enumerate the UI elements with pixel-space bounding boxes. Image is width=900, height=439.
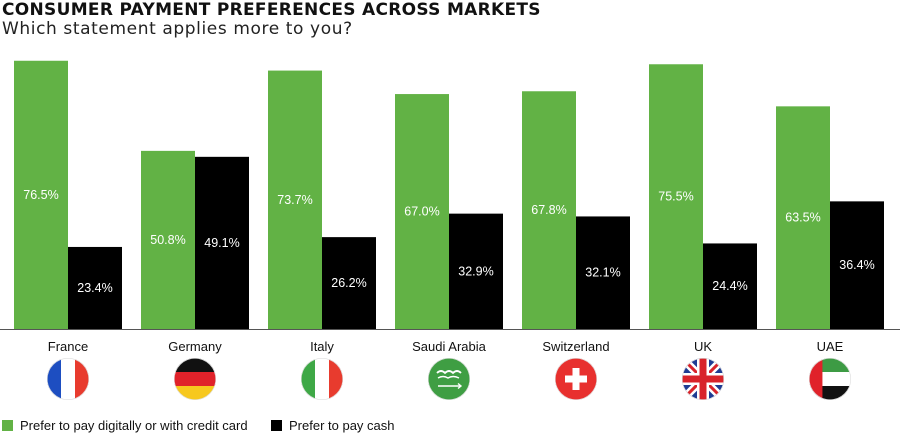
germany-flag-icon	[174, 357, 217, 400]
category-label-saudi-arabia: Saudi Arabia	[412, 339, 486, 354]
bar-digital-germany	[141, 150, 195, 329]
data-label-cash-saudi-arabia: 32.9%	[458, 264, 493, 278]
bar-cash-uae	[830, 201, 884, 329]
bar-digital-uae	[776, 106, 830, 329]
data-label-digital-uae: 63.5%	[785, 211, 820, 225]
saudi-arabia-flag-icon	[427, 357, 470, 400]
uk-flag-icon	[681, 357, 724, 400]
bar-digital-france	[14, 60, 68, 330]
category-label-italy: Italy	[310, 339, 334, 354]
france-flag-icon	[46, 357, 90, 400]
category-label-switzerland: Switzerland	[542, 339, 609, 354]
category-label-france: France	[48, 339, 88, 354]
bar-cash-uk	[703, 243, 757, 329]
data-label-cash-uae: 36.4%	[839, 258, 874, 272]
data-label-digital-uk: 75.5%	[658, 190, 693, 204]
data-label-cash-uk: 24.4%	[712, 279, 747, 293]
data-label-digital-italy: 73.7%	[277, 193, 312, 207]
bar-cash-italy	[322, 237, 376, 329]
switzerland-flag-icon	[554, 357, 597, 400]
bar-cash-france	[68, 246, 122, 329]
bar-digital-switzerland	[522, 91, 576, 330]
data-label-cash-switzerland: 32.1%	[585, 266, 620, 280]
legend-swatch-digital	[2, 420, 13, 431]
legend-label-cash: Prefer to pay cash	[289, 418, 395, 433]
data-label-digital-germany: 50.8%	[150, 233, 185, 247]
data-label-cash-germany: 49.1%	[204, 236, 239, 250]
legend-swatch-cash	[271, 420, 282, 431]
uae-flag-icon	[808, 357, 851, 400]
data-label-cash-italy: 26.2%	[331, 276, 366, 290]
chart-title: CONSUMER PAYMENT PREFERENCES ACROSS MARK…	[2, 0, 541, 20]
bar-digital-uk	[649, 64, 703, 330]
bar-cash-germany	[195, 156, 249, 329]
bar-digital-saudi-arabia	[395, 94, 449, 329]
bar-digital-italy	[268, 70, 322, 330]
category-label-germany: Germany	[168, 339, 222, 354]
data-label-digital-saudi-arabia: 67.0%	[404, 205, 439, 219]
category-label-uae: UAE	[817, 339, 844, 354]
chart-subtitle: Which statement applies more to you?	[2, 19, 353, 39]
italy-flag-icon	[300, 357, 343, 400]
data-label-digital-france: 76.5%	[23, 188, 58, 202]
category-label-uk: UK	[694, 339, 712, 354]
bar-cash-switzerland	[576, 216, 630, 329]
data-label-digital-switzerland: 67.8%	[531, 203, 566, 217]
legend-item-digital: Prefer to pay digitally or with credit c…	[2, 418, 248, 433]
legend-item-cash: Prefer to pay cash	[271, 418, 395, 433]
legend-label-digital: Prefer to pay digitally or with credit c…	[20, 418, 248, 433]
bar-cash-saudi-arabia	[449, 213, 503, 329]
data-label-cash-france: 23.4%	[77, 281, 112, 295]
